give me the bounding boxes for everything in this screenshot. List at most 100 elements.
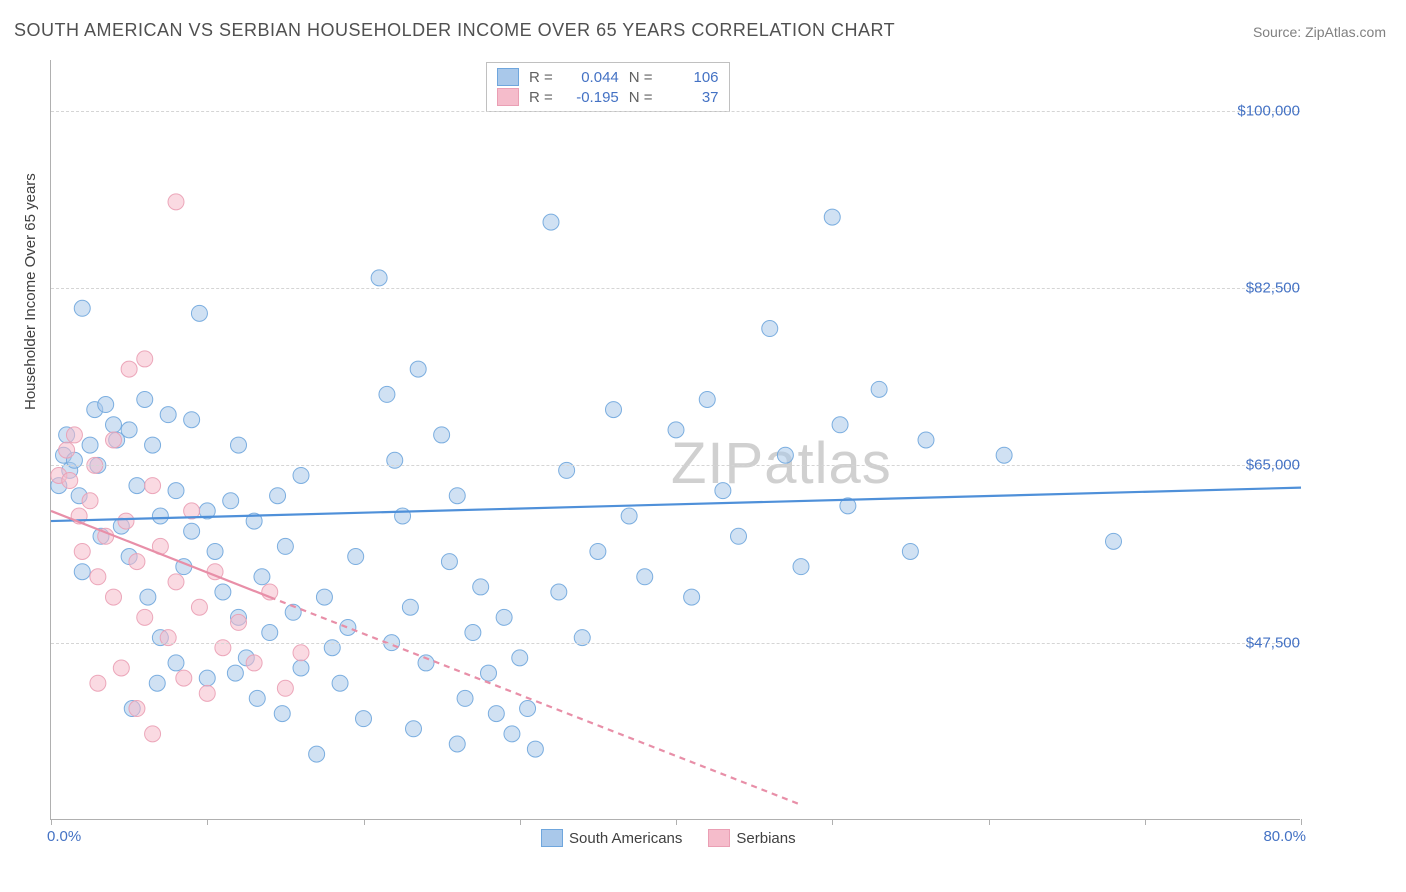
data-point [113,660,129,676]
y-axis-label: Householder Income Over 65 years [22,173,39,410]
legend-swatch-1 [541,829,563,847]
data-point [274,706,290,722]
data-point [82,437,98,453]
data-point [82,493,98,509]
data-point [129,554,145,570]
data-point [918,432,934,448]
data-point [441,554,457,570]
data-point [379,386,395,402]
data-point [731,528,747,544]
data-point [277,538,293,554]
data-point [246,655,262,671]
data-point [473,579,489,595]
data-point [512,650,528,666]
data-point [106,417,122,433]
data-point [149,675,165,691]
data-point [231,437,247,453]
data-point [871,381,887,397]
data-point [129,701,145,717]
data-point [481,665,497,681]
data-point [527,741,543,757]
data-point [191,599,207,615]
data-point [410,361,426,377]
data-point [168,574,184,590]
data-point [996,447,1012,463]
data-point [371,270,387,286]
data-point [449,736,465,752]
data-point [215,584,231,600]
gridline [51,111,1300,112]
data-point [606,402,622,418]
data-point [465,625,481,641]
data-point [137,609,153,625]
data-point [762,321,778,337]
source-name: ZipAtlas.com [1305,24,1386,40]
data-point [129,478,145,494]
data-point [434,427,450,443]
x-tick-mark [1301,819,1302,825]
data-point [449,488,465,504]
legend-item-2: Serbians [708,829,795,847]
data-point [249,690,265,706]
data-point [254,569,270,585]
x-tick-mark [207,819,208,825]
data-point [118,513,134,529]
data-point [684,589,700,605]
plot-region: ZIPatlas R = 0.044 N = 106 R = -0.195 N … [50,60,1300,820]
data-point [902,543,918,559]
data-point [621,508,637,524]
data-point [277,680,293,696]
data-point [551,584,567,600]
data-point [66,427,82,443]
data-point [348,549,364,565]
data-point [74,300,90,316]
data-point [402,599,418,615]
y-tick-label: $100,000 [1237,102,1300,119]
data-point [332,675,348,691]
data-point [106,589,122,605]
data-point [293,467,309,483]
source-prefix: Source: [1253,24,1305,40]
x-tick-mark [51,819,52,825]
data-point [184,523,200,539]
data-point [137,351,153,367]
x-tick-mark [676,819,677,825]
data-point [699,391,715,407]
data-point [145,437,161,453]
data-point [715,483,731,499]
data-point [90,569,106,585]
data-point [496,609,512,625]
data-point [406,721,422,737]
data-point [1106,533,1122,549]
data-point [191,305,207,321]
gridline [51,643,1300,644]
x-tick-max: 80.0% [1263,828,1306,845]
data-point [74,543,90,559]
data-point [145,726,161,742]
data-point [309,746,325,762]
data-point [62,473,78,489]
data-point [270,488,286,504]
legend: South Americans Serbians [541,829,796,847]
data-point [824,209,840,225]
data-point [227,665,243,681]
data-point [590,543,606,559]
data-point [74,564,90,580]
data-point [176,670,192,686]
data-point [184,412,200,428]
data-point [168,655,184,671]
data-point [90,675,106,691]
data-point [504,726,520,742]
y-tick-label: $47,500 [1246,634,1300,651]
x-tick-min: 0.0% [47,828,81,845]
data-point [145,478,161,494]
x-tick-mark [364,819,365,825]
data-point [160,407,176,423]
chart-area: Householder Income Over 65 years ZIPatla… [50,60,1390,840]
data-point [199,685,215,701]
trend-line [51,488,1301,521]
data-point [340,619,356,635]
data-point [793,559,809,575]
x-tick-mark [1145,819,1146,825]
scatter-svg [51,60,1301,820]
